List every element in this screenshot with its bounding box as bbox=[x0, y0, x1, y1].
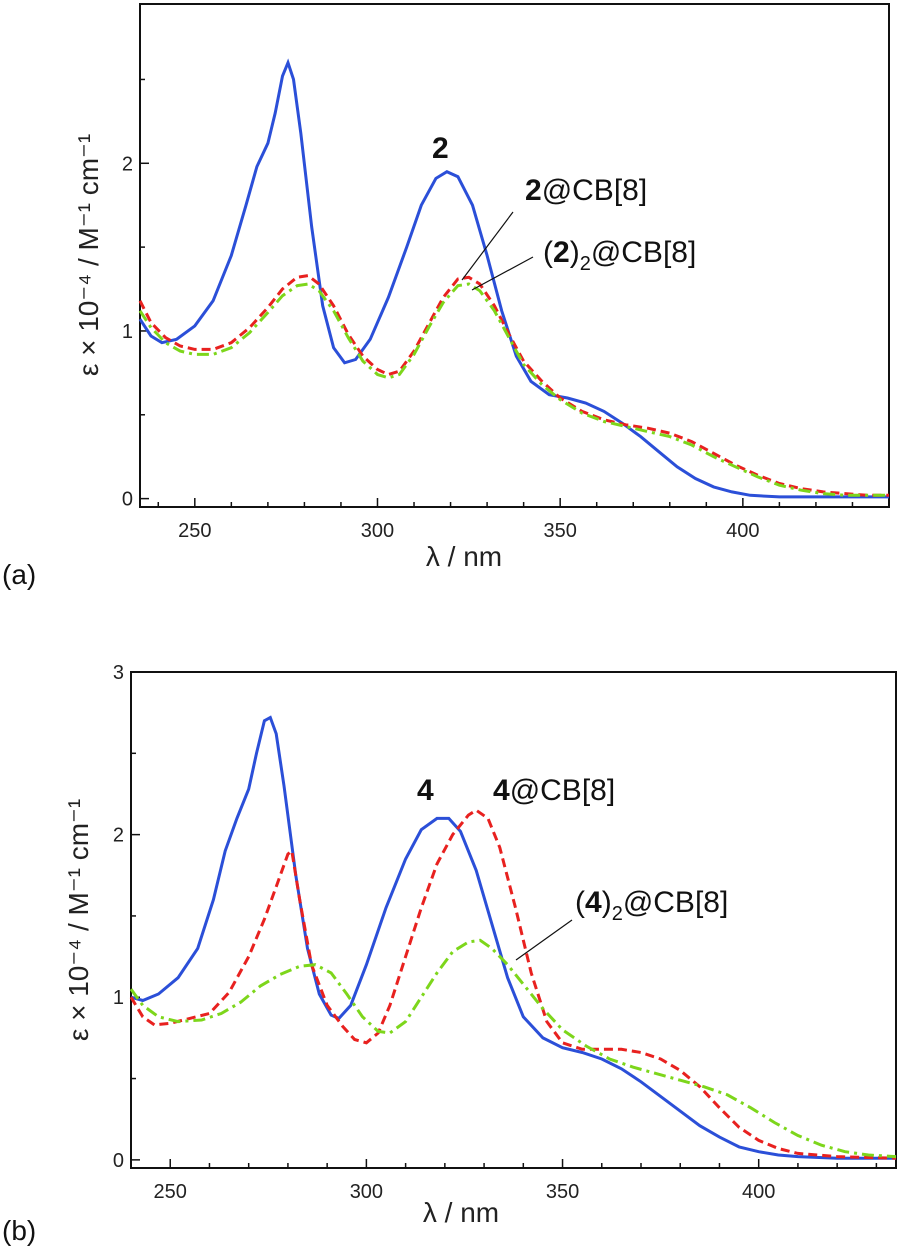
panel-b-x-tick-label: 350 bbox=[546, 1181, 579, 1203]
panel-a-label: (a) bbox=[2, 559, 36, 590]
panel-b-series bbox=[129, 715, 897, 1160]
panel-a-x-tick-labels: 250 300 350 400 bbox=[178, 520, 759, 542]
panel-a-series bbox=[138, 58, 889, 499]
annotation-rest: @CB[8] bbox=[591, 236, 696, 269]
panel-b-x-tick-label: 250 bbox=[154, 1181, 187, 1203]
series-line-4-dimer-cb8 bbox=[129, 938, 897, 1159]
series-line-2 bbox=[138, 58, 889, 499]
annotation-bold: 2 bbox=[553, 236, 570, 269]
panel-b-x-tick-label: 300 bbox=[350, 1181, 383, 1203]
panel-b-y-tick-labels: 0 1 2 3 bbox=[113, 662, 124, 1172]
series-line-2-cb8 bbox=[138, 274, 889, 497]
annotation-bold: 2 bbox=[525, 174, 542, 207]
annotation-bold: 2 bbox=[432, 132, 449, 165]
series-line-2-dimer-cb8 bbox=[138, 282, 889, 497]
panel-a-x-axis-label: λ / nm bbox=[426, 541, 502, 572]
annotation-label-4-cb8: 4@CB[8] bbox=[493, 774, 615, 807]
panel-a-y-tick-label: 2 bbox=[122, 153, 133, 175]
panel-b-x-tick-label: 400 bbox=[742, 1181, 775, 1203]
panel-b-y-tick-label: 0 bbox=[113, 1150, 124, 1172]
panel-b-x-axis-label: λ / nm bbox=[423, 1197, 499, 1228]
annotation-rest: @CB[8] bbox=[510, 774, 615, 807]
annotation-bold: 4 bbox=[417, 774, 434, 807]
panel-a-ticks bbox=[140, 78, 890, 507]
panel-b-y-tick-label: 2 bbox=[113, 825, 124, 847]
panel-b-chart: 250 300 350 400 0 1 2 3 4 4@CB[8] (4)2@C… bbox=[2, 662, 897, 1246]
panel-a-y-tick-label: 1 bbox=[122, 321, 133, 343]
leader-line bbox=[461, 211, 514, 281]
series-line-4 bbox=[130, 715, 896, 1160]
series-line-4-cb8 bbox=[129, 808, 897, 1160]
panel-b-plot-frame bbox=[130, 671, 897, 1169]
panel-b-ticks bbox=[130, 671, 878, 1168]
panel-a-x-tick-label: 400 bbox=[726, 520, 759, 542]
annotation-subscript: 2 bbox=[580, 253, 591, 275]
annotation-paren-close: ) bbox=[570, 236, 580, 269]
panel-a-chart: 250 300 350 400 0 1 2 2 2@CB[8] (2)2@CB[… bbox=[2, 3, 890, 590]
panel-b-y-axis-label: ε × 10⁻⁴ / M⁻¹ cm⁻¹ bbox=[63, 799, 94, 1041]
annotation-rest: @CB[8] bbox=[542, 174, 647, 207]
annotation-label-2-cb8: 2@CB[8] bbox=[525, 174, 647, 207]
annotation-label-4: 4 bbox=[417, 774, 434, 807]
panel-a-y-tick-label: 0 bbox=[122, 489, 133, 511]
panel-a-y-tick-labels: 0 1 2 bbox=[122, 153, 133, 510]
panel-a-leader-lines bbox=[461, 211, 534, 291]
annotation-bold: 4 bbox=[585, 886, 602, 919]
annotation-label-2-dimer-cb8: (2)2@CB[8] bbox=[543, 236, 696, 275]
panel-b-y-tick-label: 3 bbox=[113, 662, 124, 684]
panel-a-y-axis-label: ε × 10⁻⁴ / M⁻¹ cm⁻¹ bbox=[73, 134, 104, 376]
panel-a-x-tick-label: 300 bbox=[361, 520, 394, 542]
leader-line bbox=[471, 256, 534, 291]
annotation-paren: ( bbox=[543, 236, 553, 269]
annotation-label-2: 2 bbox=[432, 132, 449, 165]
annotation-paren: ( bbox=[575, 886, 585, 919]
annotation-bold: 4 bbox=[493, 774, 510, 807]
annotation-subscript: 2 bbox=[612, 903, 623, 925]
panel-b-label: (b) bbox=[2, 1215, 36, 1246]
panel-b-leader-lines bbox=[515, 919, 573, 961]
panel-a-x-tick-label: 250 bbox=[178, 520, 211, 542]
panel-a-plot-frame bbox=[139, 3, 890, 508]
panel-a-x-tick-label: 350 bbox=[543, 520, 576, 542]
annotation-rest: @CB[8] bbox=[623, 886, 728, 919]
panel-b-x-tick-labels: 250 300 350 400 bbox=[154, 1181, 776, 1203]
annotation-paren-close: ) bbox=[602, 886, 612, 919]
leader-line bbox=[515, 919, 573, 961]
panel-b-y-tick-label: 1 bbox=[113, 987, 124, 1009]
annotation-label-4-dimer-cb8: (4)2@CB[8] bbox=[575, 886, 728, 925]
